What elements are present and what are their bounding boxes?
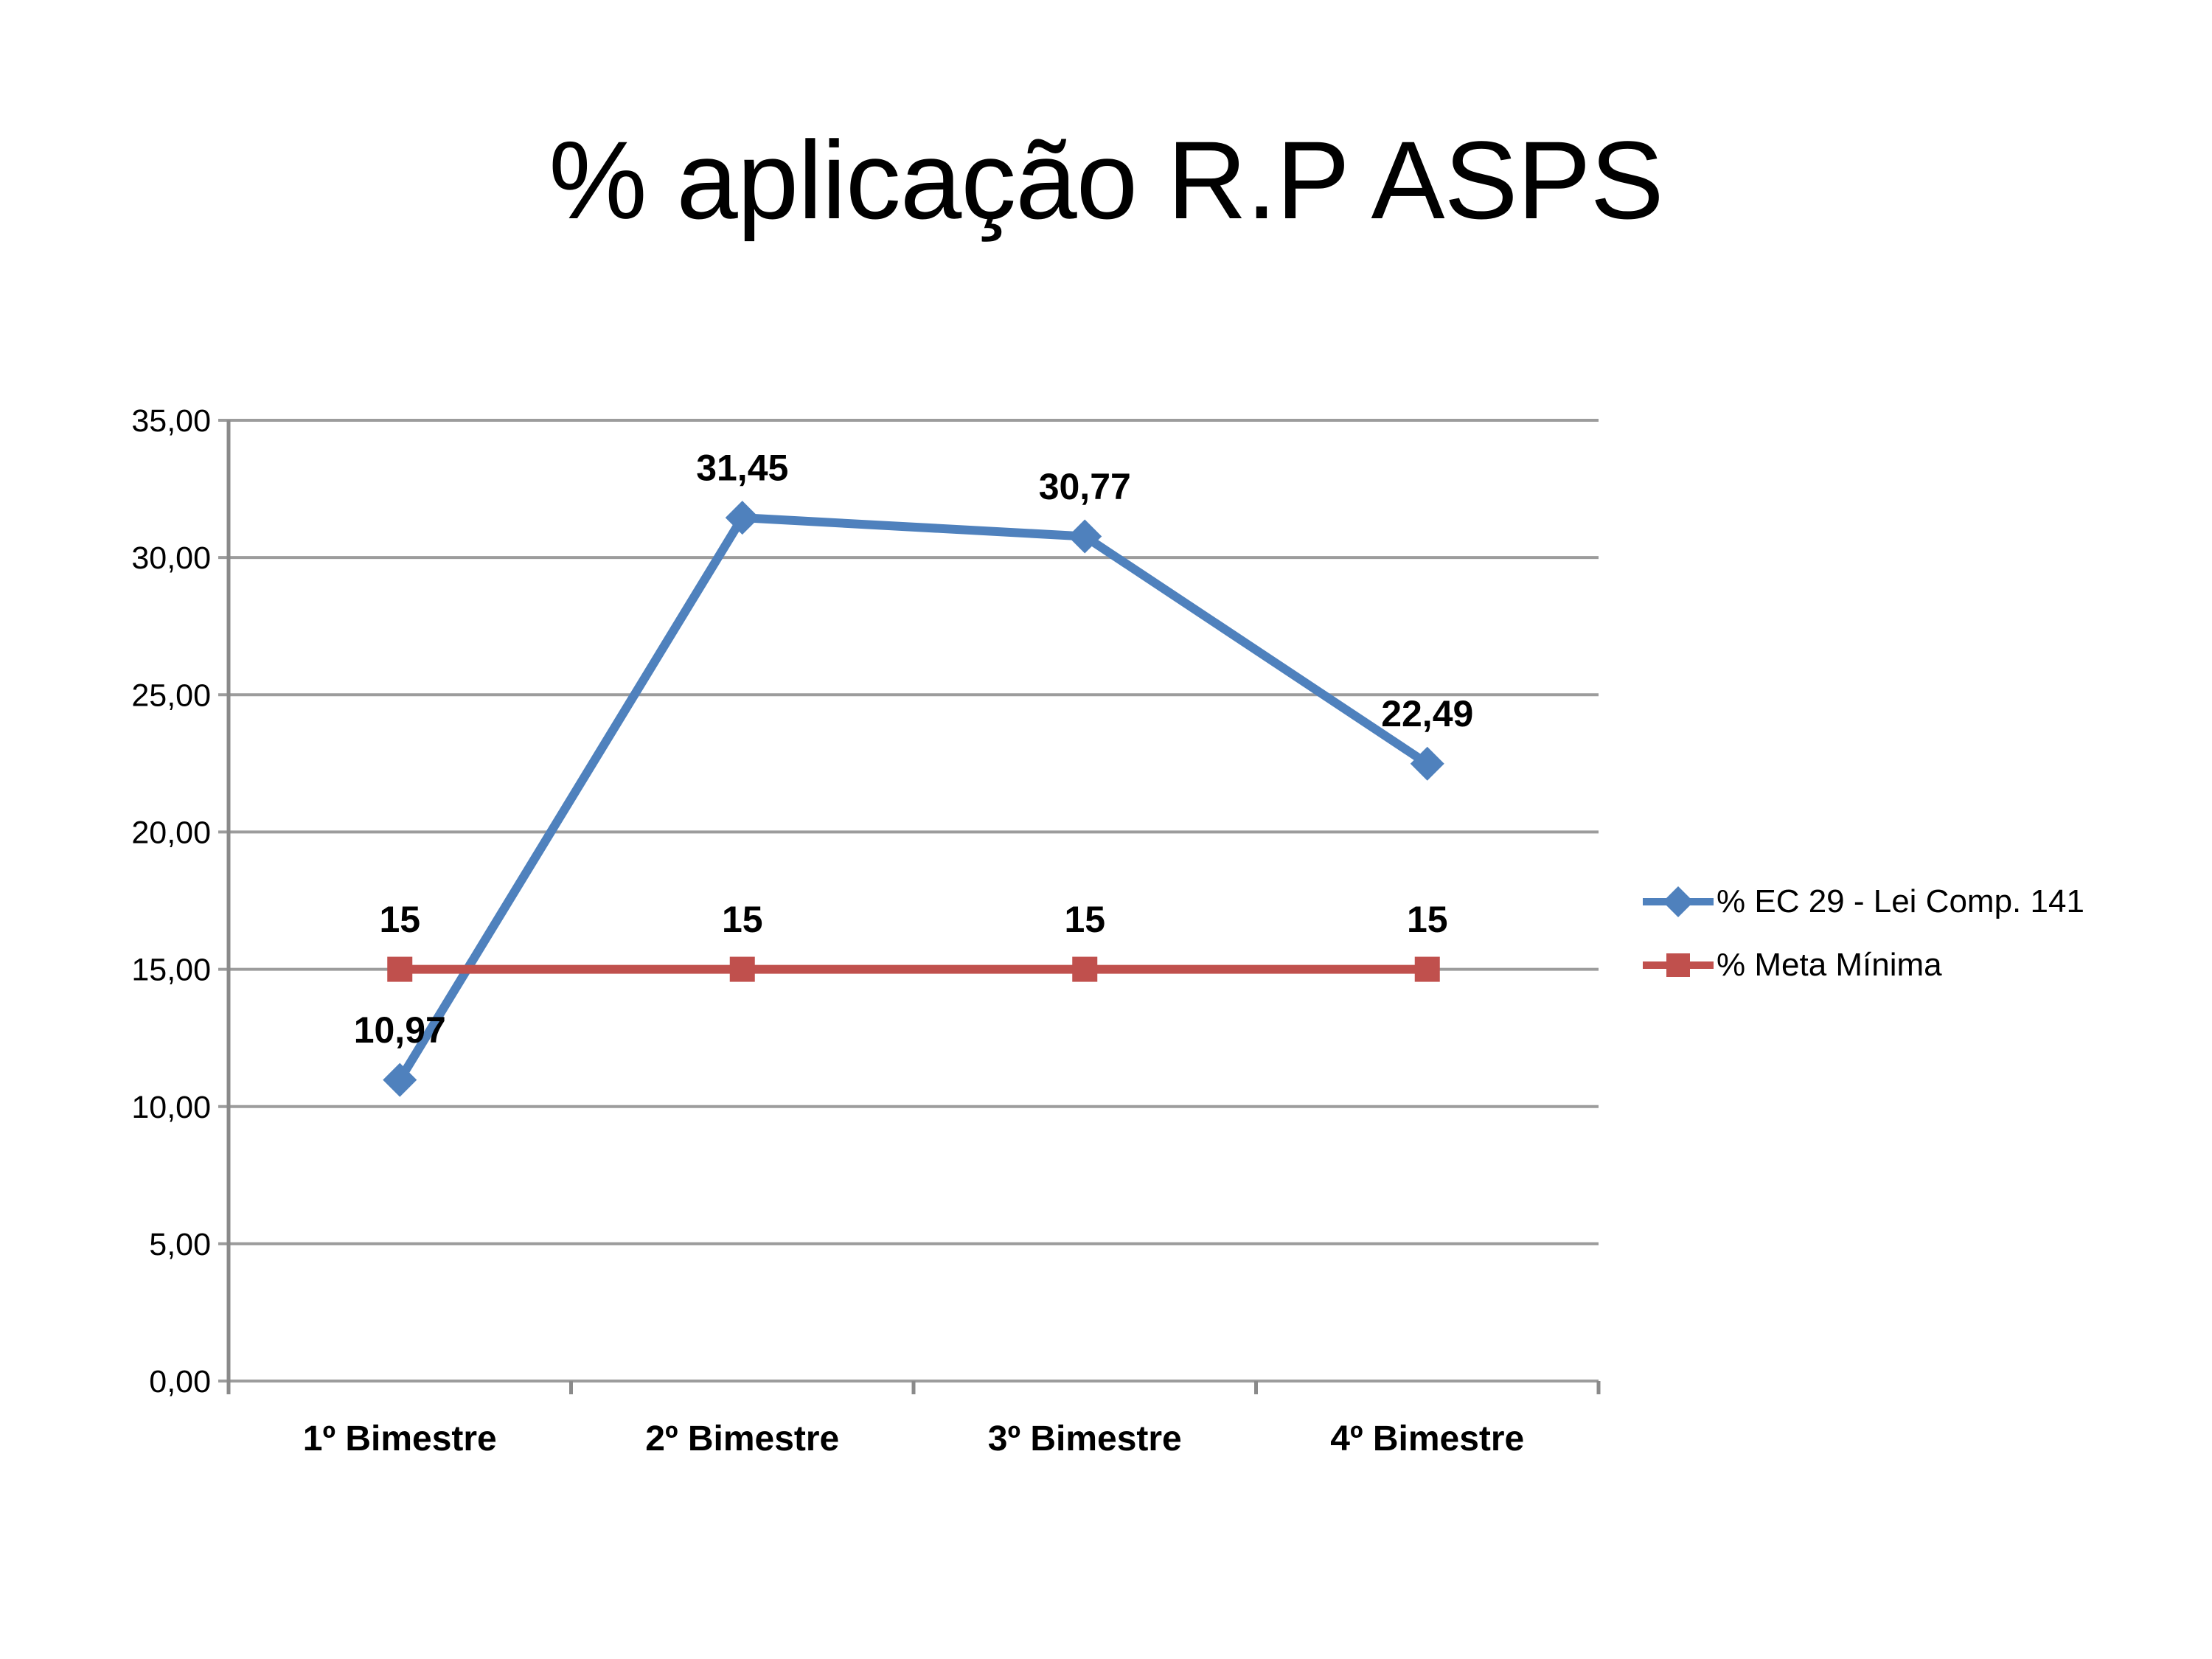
- legend-square-icon: [1666, 953, 1690, 977]
- data-point-diamond-icon: [383, 1062, 417, 1097]
- data-label: 31,45: [696, 448, 788, 489]
- x-axis-category-label: 1º Bimestre: [303, 1419, 497, 1458]
- legend-item-meta-minima: % Meta Mínima: [1643, 942, 2084, 988]
- y-axis-tick-label: 30,00: [131, 540, 211, 576]
- x-axis-category-label: 3º Bimestre: [988, 1419, 1182, 1458]
- y-axis-tick-label: 20,00: [131, 815, 211, 850]
- x-axis-category-label: 2º Bimestre: [645, 1419, 839, 1458]
- legend-diamond-icon: [1663, 886, 1694, 917]
- data-label: 30,77: [1039, 466, 1131, 507]
- data-label: 10,97: [354, 1009, 446, 1051]
- legend-item-ec29: % EC 29 - Lei Comp. 141: [1643, 879, 2084, 925]
- data-label: 22,49: [1381, 693, 1473, 734]
- y-axis-tick-label: 5,00: [149, 1227, 211, 1262]
- data-label: 15: [1064, 899, 1105, 940]
- data-point-square-icon: [729, 956, 755, 982]
- y-axis-tick-label: 25,00: [131, 678, 211, 713]
- y-axis-tick-label: 35,00: [131, 403, 211, 439]
- legend-marker-line-square-icon: [1643, 953, 1714, 977]
- legend-label-meta-minima: % Meta Mínima: [1717, 947, 1942, 983]
- chart-title: % aplicação R.P ASPS: [549, 118, 1663, 242]
- legend-marker-line-diamond-icon: [1643, 886, 1714, 917]
- data-label: 15: [1407, 899, 1448, 940]
- data-point-square-icon: [1072, 956, 1098, 982]
- y-axis-tick-label: 0,00: [149, 1364, 211, 1399]
- legend: % EC 29 - Lei Comp. 141 % Meta Mínima: [1643, 879, 2084, 988]
- data-label: 15: [379, 899, 420, 940]
- x-axis-category-label: 4º Bimestre: [1330, 1419, 1524, 1458]
- data-point-diamond-icon: [1068, 519, 1102, 554]
- series-line-1: [396, 513, 1430, 1082]
- data-label: 15: [722, 899, 763, 940]
- data-point-square-icon: [387, 956, 413, 982]
- y-axis-tick-label: 10,00: [131, 1090, 211, 1125]
- data-point-diamond-icon: [725, 501, 759, 535]
- data-point-diamond-icon: [1410, 746, 1444, 781]
- y-axis-tick-label: 15,00: [131, 953, 211, 988]
- legend-label-ec29: % EC 29 - Lei Comp. 141: [1717, 883, 2084, 919]
- data-point-square-icon: [1414, 956, 1440, 982]
